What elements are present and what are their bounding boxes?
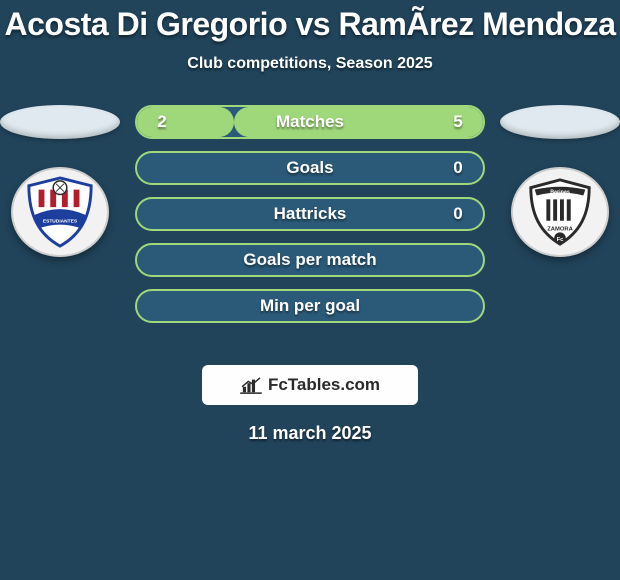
left-player-column: ESTUDIANTES (0, 105, 120, 257)
stats-list: 2Matches5Goals0Hattricks0Goals per match… (135, 105, 485, 323)
stat-label: Hattricks (187, 204, 433, 224)
right-team-badge: Barinas ZAMORA Fc (511, 167, 609, 257)
subtitle: Club competitions, Season 2025 (0, 55, 620, 73)
stat-right-value: 0 (433, 204, 483, 224)
stat-label: Goals (187, 158, 433, 178)
stat-right-value: 5 (433, 112, 483, 132)
stat-label: Min per goal (187, 296, 433, 316)
svg-text:ESTUDIANTES: ESTUDIANTES (43, 219, 78, 225)
right-player-column: Barinas ZAMORA Fc (500, 105, 620, 257)
bar-chart-icon (240, 376, 262, 394)
stat-row: 2Matches5 (135, 105, 485, 139)
stat-left-value: 2 (137, 112, 187, 132)
left-player-photo (0, 105, 120, 139)
date-label: 11 march 2025 (0, 423, 620, 444)
comparison-card: Acosta Di Gregorio vs RamÃ­rez Mendoza C… (0, 0, 620, 580)
comparison-body: ESTUDIANTES Barinas ZAMORA Fc (0, 105, 620, 345)
stat-right-value: 0 (433, 158, 483, 178)
stat-row: Goals0 (135, 151, 485, 185)
svg-text:ZAMORA: ZAMORA (547, 226, 573, 232)
shield-icon: ESTUDIANTES (21, 176, 99, 248)
svg-text:Barinas: Barinas (550, 190, 570, 196)
stat-label: Matches (187, 112, 433, 132)
shield-icon: Barinas ZAMORA Fc (521, 176, 599, 248)
stat-label: Goals per match (187, 250, 433, 270)
brand-badge[interactable]: FcTables.com (202, 365, 418, 405)
left-team-badge: ESTUDIANTES (11, 167, 109, 257)
right-player-photo (500, 105, 620, 139)
svg-text:Fc: Fc (557, 237, 565, 243)
stat-row: Goals per match (135, 243, 485, 277)
stat-row: Min per goal (135, 289, 485, 323)
stat-row: Hattricks0 (135, 197, 485, 231)
page-title: Acosta Di Gregorio vs RamÃ­rez Mendoza (0, 6, 620, 43)
brand-label: FcTables.com (268, 375, 380, 395)
